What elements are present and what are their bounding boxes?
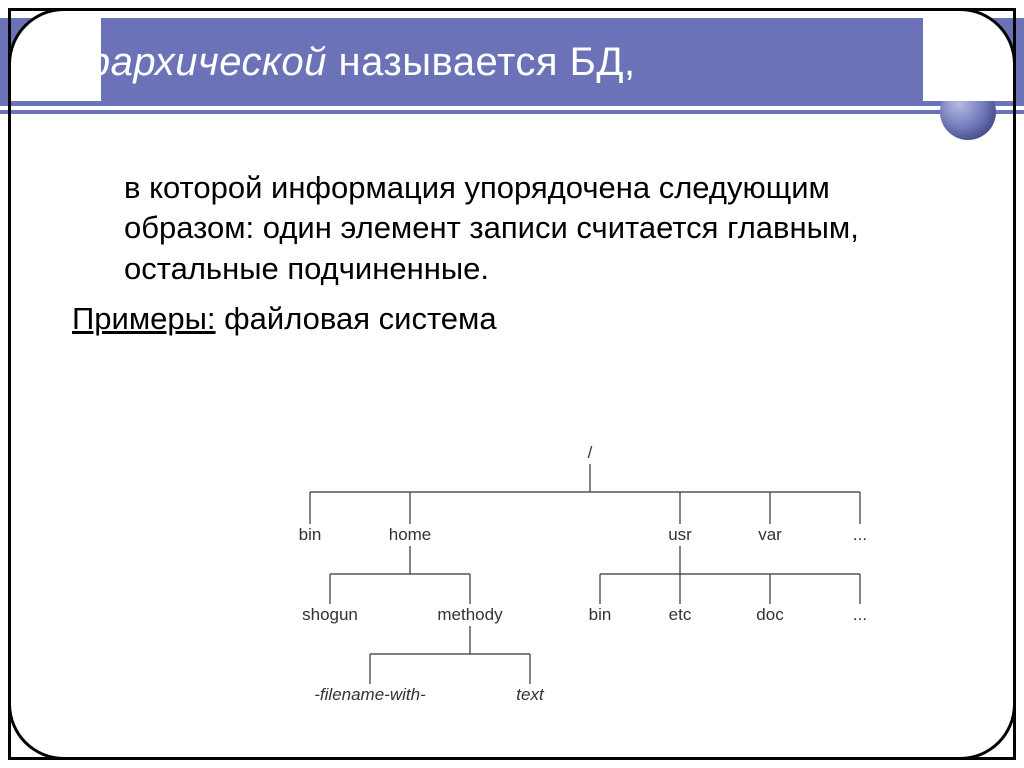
tree-svg: / bin home usr var... shogun methody bin etc doc.… <box>210 440 910 730</box>
tree-node-home: home <box>389 525 432 544</box>
title-underline <box>0 110 1024 114</box>
tree-node-doc: doc <box>756 605 784 624</box>
tree-node-d2: ... <box>853 605 867 624</box>
tree-node-fname: -filename-with- <box>314 685 426 704</box>
tree-node-var: var <box>758 525 782 544</box>
body-content: в которой информация упорядочена следующ… <box>72 168 964 339</box>
examples-line: Примеры: файловая система <box>72 299 964 339</box>
tree-node-root: / <box>588 443 593 462</box>
tree-node-methody: methody <box>437 605 503 624</box>
definition-paragraph: в которой информация упорядочена следующ… <box>72 168 964 289</box>
title-bar: Иерархической называется БД, <box>0 18 1024 106</box>
examples-value: файловая система <box>216 301 497 336</box>
frame-corner-br <box>923 667 1016 760</box>
tree-node-d1: ... <box>853 525 867 544</box>
examples-label: Примеры: <box>72 301 216 336</box>
slide-root: Иерархической называется БД, в которой и… <box>0 0 1024 768</box>
title-rest-part: называется БД, <box>327 40 636 84</box>
tree-node-shogun: shogun <box>302 605 358 624</box>
tree-node-etc: etc <box>669 605 692 624</box>
frame-corner-bl <box>8 667 101 760</box>
tree-node-text: text <box>516 685 545 704</box>
filesystem-tree-diagram: / bin home usr var... shogun methody bin etc doc.… <box>210 440 910 730</box>
tree-node-usr: usr <box>668 525 692 544</box>
tree-node-bin2: bin <box>589 605 612 624</box>
tree-node-bin: bin <box>299 525 322 544</box>
